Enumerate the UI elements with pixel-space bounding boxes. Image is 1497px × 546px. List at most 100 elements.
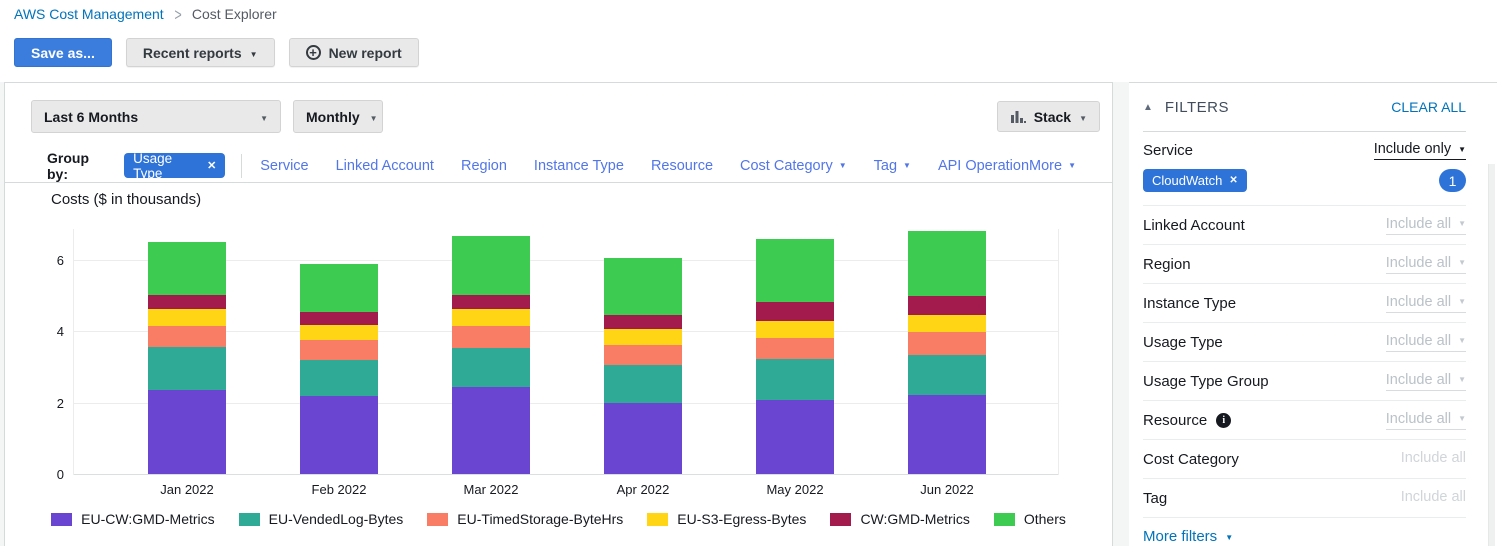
filter-value-dropdown-region[interactable]: Include all: [1385, 255, 1466, 274]
bar-feb-2022: [300, 264, 378, 474]
save-as-button[interactable]: Save as...: [14, 38, 112, 67]
bar-segment-eu-vendedlog-bytes[interactable]: [452, 348, 530, 387]
bar-segment-eu-vendedlog-bytes[interactable]: [604, 365, 682, 403]
save-as-label: Save as...: [31, 44, 95, 61]
group-by-link-api-operation[interactable]: API Operation: [938, 158, 1029, 174]
filter-row-instance-type: Instance Type Include all: [1143, 284, 1466, 323]
filter-row-top: Service Include only: [1143, 141, 1466, 160]
bar-segment-cw-gmd-metrics[interactable]: [908, 296, 986, 315]
bar-segment-eu-vendedlog-bytes[interactable]: [148, 347, 226, 390]
link-label: Cost Category: [740, 157, 833, 174]
legend-label: EU-VendedLog-Bytes: [268, 511, 404, 527]
close-icon[interactable]: [1229, 175, 1237, 186]
group-by-link-instance-type[interactable]: Instance Type: [534, 158, 624, 174]
granularity-select[interactable]: Monthly: [293, 100, 383, 133]
new-report-button[interactable]: New report: [288, 38, 419, 67]
collapse-triangle-icon[interactable]: [1143, 102, 1153, 113]
filter-value-dropdown-service[interactable]: Include only: [1373, 141, 1466, 160]
group-by-more-link[interactable]: More: [1029, 158, 1076, 174]
bar-segment-cw-gmd-metrics[interactable]: [452, 295, 530, 309]
group-by-link-resource[interactable]: Resource: [651, 158, 713, 174]
bar-segment-eu-s3-egress-bytes[interactable]: [148, 309, 226, 326]
bar-segment-eu-s3-egress-bytes[interactable]: [604, 329, 682, 345]
top-bar: AWS Cost Management > Cost Explorer Save…: [0, 0, 1497, 82]
bar-segment-eu-s3-egress-bytes[interactable]: [452, 309, 530, 326]
group-by-chip-usage-type[interactable]: Usage Type: [124, 151, 226, 181]
filter-label-text: Usage Type Group: [1143, 372, 1269, 390]
clear-all-link[interactable]: CLEAR ALL: [1391, 99, 1466, 115]
bar-segment-others[interactable]: [148, 242, 226, 295]
legend-swatch: [993, 512, 1015, 526]
filter-value-dropdown-instance-type[interactable]: Include all: [1385, 294, 1466, 313]
bar-segment-eu-cw-gmd-metrics[interactable]: [604, 403, 682, 474]
bar-segment-eu-timedstorage-bytehrs[interactable]: [300, 340, 378, 360]
breadcrumb-current: Cost Explorer: [191, 6, 277, 22]
bar-segment-others[interactable]: [756, 239, 834, 302]
filter-rows: Service Include only CloudWatch 1 Linked Acc…: [1143, 132, 1466, 518]
bar-segment-eu-timedstorage-bytehrs[interactable]: [452, 326, 530, 348]
filter-value-dropdown-linked-account[interactable]: Include all: [1385, 216, 1466, 235]
filter-value-dropdown-usage-type-group[interactable]: Include all: [1385, 372, 1466, 391]
bar-segment-others[interactable]: [452, 236, 530, 295]
bar-segment-eu-timedstorage-bytehrs[interactable]: [908, 332, 986, 355]
bar-segment-eu-s3-egress-bytes[interactable]: [908, 315, 986, 332]
group-by-link-linked-account[interactable]: Linked Account: [336, 158, 434, 174]
bar-segment-eu-cw-gmd-metrics[interactable]: [756, 400, 834, 474]
filters-scrollbar[interactable]: [1488, 164, 1495, 546]
info-icon[interactable]: [1216, 412, 1232, 428]
chart-style-select[interactable]: Stack: [996, 101, 1100, 132]
bar-segment-others[interactable]: [908, 231, 986, 296]
group-by-link-tag[interactable]: Tag: [874, 158, 911, 174]
breadcrumb-link-cost-management[interactable]: AWS Cost Management: [14, 6, 164, 22]
filter-chip-cloudwatch[interactable]: CloudWatch: [1143, 169, 1247, 192]
bar-segment-eu-cw-gmd-metrics[interactable]: [148, 390, 226, 474]
bar-segment-cw-gmd-metrics[interactable]: [148, 295, 226, 309]
bar-segment-eu-cw-gmd-metrics[interactable]: [452, 387, 530, 474]
filter-value-dropdown-tag[interactable]: Include all: [1401, 489, 1466, 507]
bar-segment-eu-timedstorage-bytehrs[interactable]: [756, 338, 834, 359]
group-by-link-cost-category[interactable]: Cost Category: [740, 158, 847, 174]
filter-value-dropdown-resource[interactable]: Include all: [1385, 411, 1466, 430]
bar-mar-2022: [452, 236, 530, 474]
legend-item: EU-S3-Egress-Bytes: [647, 511, 806, 527]
bar-segment-eu-timedstorage-bytehrs[interactable]: [604, 345, 682, 365]
chevron-down-icon: [1079, 110, 1087, 124]
divider: [241, 153, 243, 178]
legend-label: CW:GMD-Metrics: [860, 511, 970, 527]
bar-segment-eu-timedstorage-bytehrs[interactable]: [148, 326, 226, 347]
bar-segment-eu-cw-gmd-metrics[interactable]: [300, 396, 378, 474]
filters-panel: FILTERS CLEAR ALL Service Include only Clo…: [1129, 82, 1497, 546]
bar-segment-eu-s3-egress-bytes[interactable]: [756, 321, 834, 338]
filter-value-dropdown-usage-type[interactable]: Include all: [1385, 333, 1466, 352]
more-filters-link[interactable]: More filters: [1143, 528, 1233, 545]
bar-segment-cw-gmd-metrics[interactable]: [300, 312, 378, 325]
filter-chip-line: CloudWatch 1: [1143, 169, 1466, 192]
bar-segment-eu-s3-egress-bytes[interactable]: [300, 325, 378, 340]
filter-label-service: Service: [1143, 142, 1193, 159]
filter-label-text: Instance Type: [1143, 294, 1237, 312]
breadcrumb: AWS Cost Management > Cost Explorer: [14, 4, 277, 24]
group-by-bar: Group by: Usage Type Service Linked Accou…: [5, 149, 1112, 183]
group-by-link-service[interactable]: Service: [260, 158, 308, 174]
filter-value-text: Include all: [1400, 450, 1466, 466]
filter-row-region: Region Include all: [1143, 245, 1466, 284]
filter-row-service: Service Include only CloudWatch 1: [1143, 132, 1466, 206]
bar-segment-others[interactable]: [300, 264, 378, 312]
close-icon[interactable]: [207, 159, 216, 172]
x-axis-tick-label: Jan 2022: [160, 482, 214, 497]
filter-value-dropdown-cost-category[interactable]: Include all: [1401, 450, 1466, 468]
bar-segment-cw-gmd-metrics[interactable]: [756, 302, 834, 321]
group-by-link-region[interactable]: Region: [461, 158, 507, 174]
bar-segment-cw-gmd-metrics[interactable]: [604, 315, 682, 329]
bar-segment-eu-vendedlog-bytes[interactable]: [908, 355, 986, 395]
recent-reports-button[interactable]: Recent reports: [125, 38, 275, 67]
recent-reports-label: Recent reports: [142, 44, 242, 61]
bar-segment-eu-vendedlog-bytes[interactable]: [300, 360, 378, 396]
filter-row-resource: Resource Include all: [1143, 401, 1466, 440]
bar-chart-icon: [1010, 110, 1026, 123]
bar-segment-eu-vendedlog-bytes[interactable]: [756, 359, 834, 400]
bar-segment-others[interactable]: [604, 258, 682, 315]
stacked-bar-chart: 0 2 4 6 Jan 2022 Feb 2022 Mar 2022 Apr 2022 May …: [57, 229, 1059, 497]
date-range-select[interactable]: Last 6 Months: [31, 100, 281, 133]
bar-segment-eu-cw-gmd-metrics[interactable]: [908, 395, 986, 474]
